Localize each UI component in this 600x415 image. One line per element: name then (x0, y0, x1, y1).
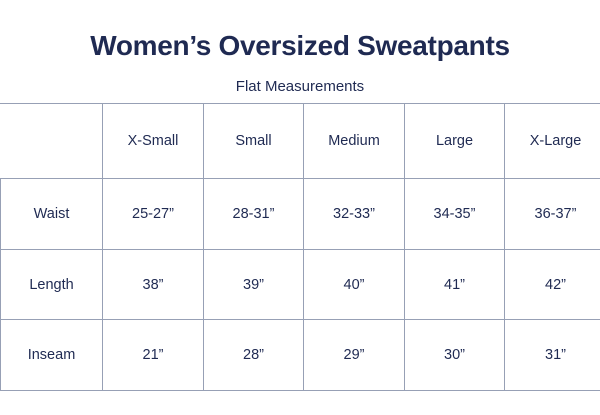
cell-length-x-large: 42” (504, 249, 600, 319)
cell-inseam-x-small: 21” (102, 319, 203, 391)
row-label-length: Length (0, 249, 102, 319)
column-header-medium: Medium (303, 103, 404, 178)
cell-waist-medium: 32-33” (303, 178, 404, 249)
cell-inseam-small: 28” (203, 319, 303, 391)
cell-waist-small: 28-31” (203, 178, 303, 249)
size-chart-table: X-Small Small Medium Large X-Large Waist… (0, 103, 600, 391)
corner-cell (0, 103, 102, 178)
cell-waist-x-small: 25-27” (102, 178, 203, 249)
cell-length-large: 41” (404, 249, 504, 319)
cell-waist-large: 34-35” (404, 178, 504, 249)
cell-inseam-x-large: 31” (504, 319, 600, 391)
column-header-x-small: X-Small (102, 103, 203, 178)
row-label-inseam: Inseam (0, 319, 102, 391)
cell-length-medium: 40” (303, 249, 404, 319)
column-header-large: Large (404, 103, 504, 178)
column-header-small: Small (203, 103, 303, 178)
row-label-waist: Waist (0, 178, 102, 249)
column-header-x-large: X-Large (504, 103, 600, 178)
cell-waist-x-large: 36-37” (504, 178, 600, 249)
cell-inseam-large: 30” (404, 319, 504, 391)
cell-length-small: 39” (203, 249, 303, 319)
cell-length-x-small: 38” (102, 249, 203, 319)
page-title: Women’s Oversized Sweatpants (90, 30, 510, 61)
page-subtitle: Flat Measurements (235, 78, 365, 95)
cell-inseam-medium: 29” (303, 319, 404, 391)
